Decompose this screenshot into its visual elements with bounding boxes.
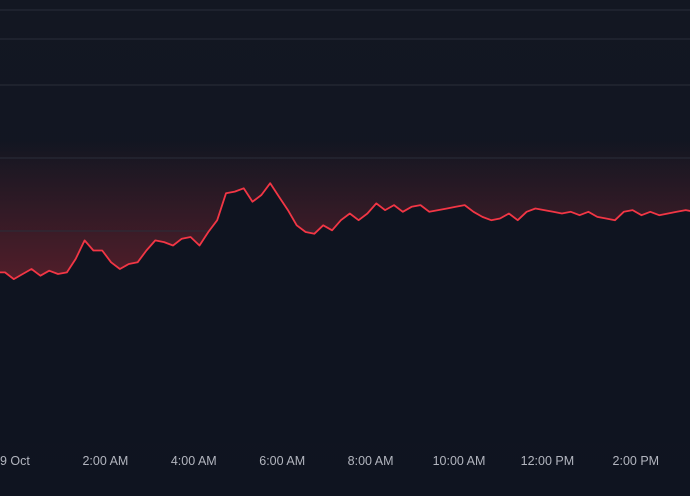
x-tick-label: 6:00 AM [259,454,305,468]
x-tick-label: 8:00 AM [348,454,394,468]
x-tick-label: 4:00 AM [171,454,217,468]
price-line[interactable] [0,182,690,280]
x-tick-label: 2:00 AM [82,454,128,468]
x-tick-label: 2:00 PM [613,454,660,468]
x-tick-label: 9 Oct [0,454,30,468]
x-axis: 9 Oct 2:00 AM 4:00 AM 6:00 AM 8:00 AM 10… [0,454,659,468]
x-tick-label: 10:00 AM [433,454,486,468]
price-below-fill [0,183,690,443]
x-tick-label: 12:00 PM [521,454,575,468]
